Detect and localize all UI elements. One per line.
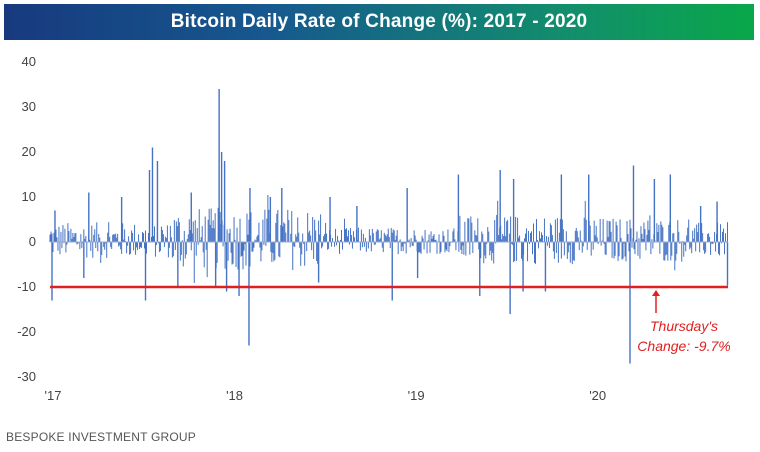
y-tick-label: 0 bbox=[29, 234, 36, 249]
source-credit: BESPOKE INVESTMENT GROUP bbox=[6, 430, 196, 444]
thursday-change-annotation: Thursday's Change: -9.7% bbox=[637, 290, 731, 354]
x-tick-label: '18 bbox=[226, 388, 243, 403]
annotation-line-2: Change: -9.7% bbox=[637, 338, 730, 354]
daily-change-bars bbox=[49, 89, 729, 364]
bitcoin-daily-change-chart: 40 30 20 10 0 -10 -20 -30 '17 '18 '19 '20 Thursday… bbox=[17, 54, 731, 403]
x-tick-label: '17 bbox=[45, 388, 62, 403]
y-tick-label: -30 bbox=[17, 369, 36, 384]
y-tick-label: 20 bbox=[22, 144, 36, 159]
y-tick-label: -20 bbox=[17, 324, 36, 339]
chart-title-bar: Bitcoin Daily Rate of Change (%): 2017 -… bbox=[4, 4, 754, 40]
y-axis-tick-labels: 40 30 20 10 0 -10 -20 -30 bbox=[17, 54, 36, 384]
y-tick-label: 10 bbox=[22, 189, 36, 204]
x-tick-label: '19 bbox=[408, 388, 425, 403]
chart-title: Bitcoin Daily Rate of Change (%): 2017 -… bbox=[170, 11, 588, 32]
x-axis-tick-labels: '17 '18 '19 '20 bbox=[45, 388, 607, 403]
y-tick-label: 40 bbox=[22, 54, 36, 69]
y-tick-label: 30 bbox=[22, 99, 36, 114]
annotation-arrow-head bbox=[652, 290, 660, 296]
x-tick-label: '20 bbox=[589, 388, 606, 403]
y-tick-label: -10 bbox=[17, 279, 36, 294]
annotation-line-1: Thursday's bbox=[650, 318, 718, 334]
